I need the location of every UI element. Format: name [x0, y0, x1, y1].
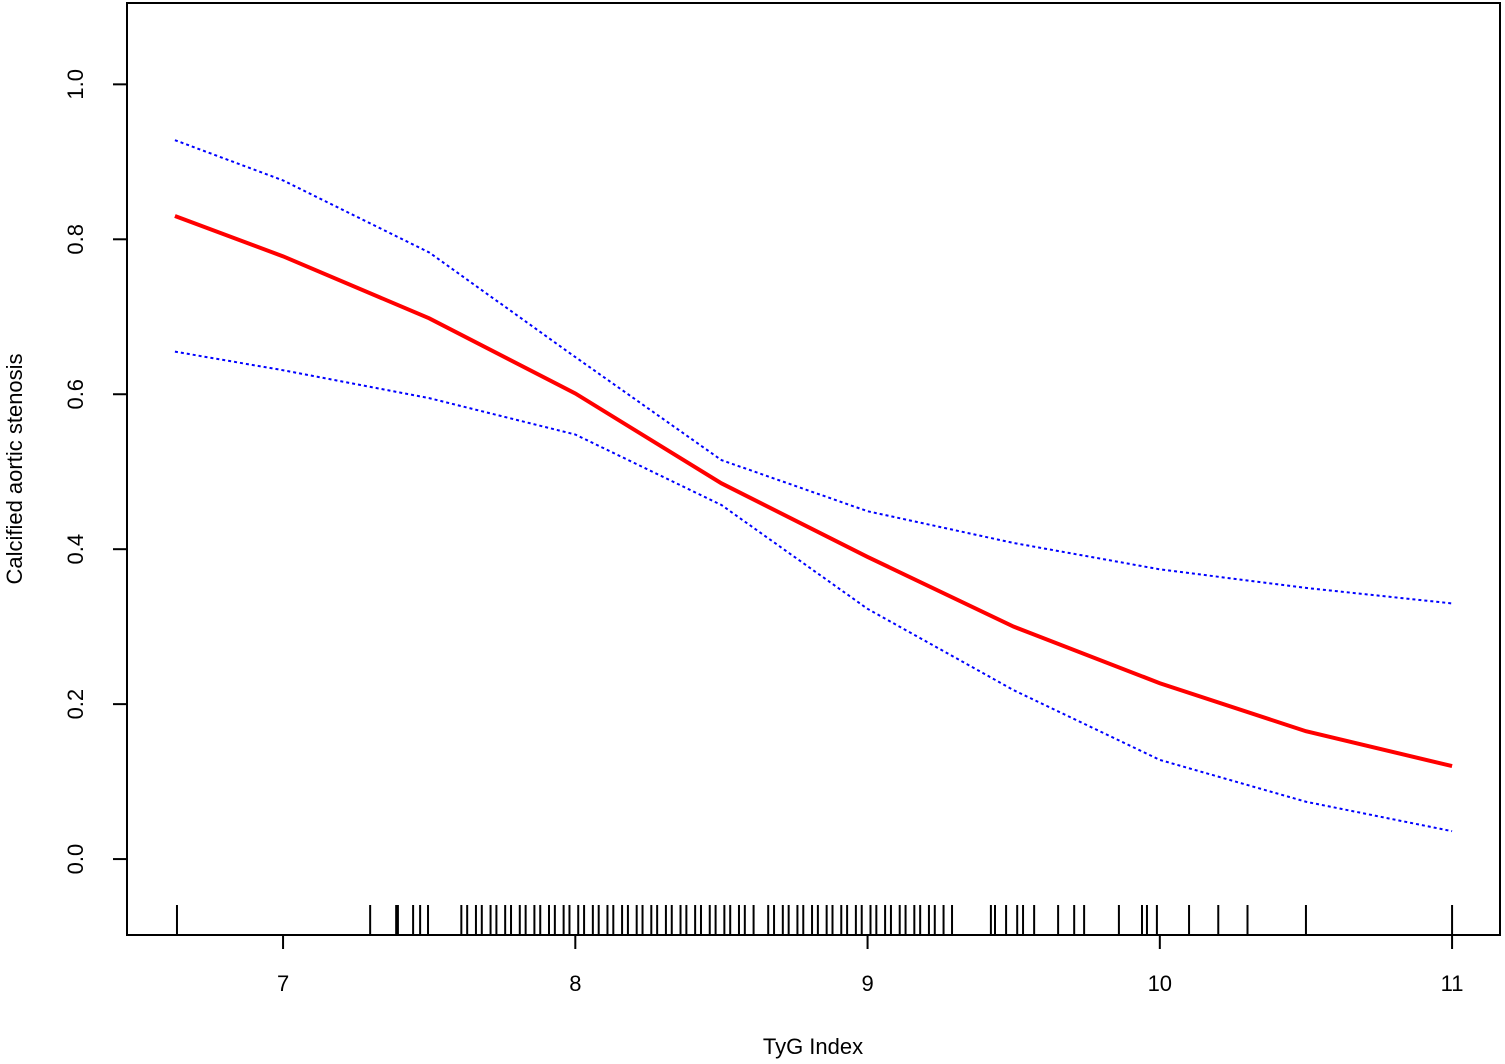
x-tick-label: 9: [861, 971, 873, 996]
y-tick-label: 0.4: [63, 534, 88, 565]
y-tick-label: 0.6: [63, 379, 88, 410]
confidence-line: [174, 350, 1453, 833]
y-tick-label: 0.2: [63, 689, 88, 720]
x-axis-label: TyG Index: [763, 1034, 863, 1059]
y-tick-label: 0.0: [63, 844, 88, 875]
x-tick-label: 11: [1441, 971, 1464, 996]
x-tick-label: 10: [1148, 971, 1172, 996]
y-tick-label: 0.8: [63, 224, 88, 255]
plot-frame: [126, 2, 1501, 936]
x-tick-label: 8: [569, 971, 581, 996]
fit-line: [174, 214, 1453, 769]
x-tick-label: 7: [277, 971, 289, 996]
y-tick-label: 1.0: [63, 69, 88, 100]
confidence-line: [174, 139, 1453, 605]
y-axis-label: Calcified aortic stenosis: [2, 353, 27, 584]
